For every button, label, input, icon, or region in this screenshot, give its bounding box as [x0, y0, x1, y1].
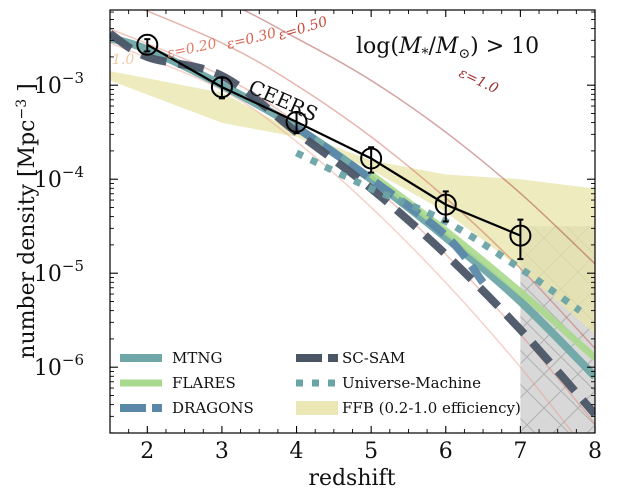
y-tick-label-1: 10−5 — [34, 257, 84, 287]
panel-label: log(M*/M⊙) > 10 — [356, 34, 539, 62]
x-axis-label: redshift — [308, 466, 395, 491]
legend-label-ffb-0-2-1-0-efficiency: FFB (0.2-1.0 efficiency) — [342, 399, 521, 417]
y-tick-label-3: 10−3 — [34, 69, 84, 99]
ffb-band — [110, 71, 595, 335]
y-tick-label-0: 10−6 — [34, 351, 84, 381]
x-tick-label-0: 2 — [140, 439, 154, 464]
epsilon-curve-0 — [110, 42, 574, 433]
ffb-band-layer — [110, 71, 595, 335]
eps-label-1: ε=0.30 — [225, 25, 278, 53]
x-tick-label-2: 4 — [290, 439, 304, 464]
ceers-layer — [136, 33, 532, 261]
epsilon-curve-2 — [142, 10, 595, 349]
x-tick-label-6: 8 — [588, 439, 602, 464]
x-tick-label-3: 5 — [364, 439, 378, 464]
ceers-line — [146, 43, 521, 237]
legend-label-universe-machine: Universe-Machine — [342, 374, 481, 392]
eps-label-0: ε=0.20 — [166, 36, 219, 62]
ceers-point-1 — [210, 76, 233, 99]
ceers-point-5 — [509, 224, 532, 247]
eps-label-3: ε=1.0 — [456, 65, 500, 97]
x-tick-label-4: 6 — [439, 439, 453, 464]
legend-label-dragons: DRAGONS — [172, 399, 254, 417]
ceers-point-2 — [285, 110, 308, 133]
ceers-point-0 — [136, 33, 159, 56]
eps-faint-label: 1.0 — [112, 52, 134, 68]
x-tick-label-5: 7 — [513, 439, 527, 464]
y-tick-label-2: 10−4 — [34, 163, 84, 193]
legend-label-flares: FLARES — [172, 374, 236, 392]
x-tick-label-1: 3 — [215, 439, 229, 464]
axes-layer: 2 3 4 5 6 7 8 10−6 10−5 10−4 10−3 — [34, 9, 602, 464]
legend-swatch-ffb-0-2-1-0-efficiency — [296, 401, 338, 415]
epsilon-curve-3 — [241, 10, 595, 265]
ceers-point-4 — [434, 193, 457, 216]
y-axis-label: number density [Mpc−3 ] — [14, 83, 40, 358]
legend: MTNG FLARES DRAGONS SC-SAM Universe-Machine F… — [120, 349, 521, 417]
legend-label-sc-sam: SC-SAM — [342, 349, 405, 367]
eps-label-2: ε=0.50 — [276, 14, 329, 44]
series-line-sc-sam — [110, 30, 595, 417]
legend-label-mtng: MTNG — [172, 349, 222, 367]
ceers-point-3 — [360, 147, 383, 170]
